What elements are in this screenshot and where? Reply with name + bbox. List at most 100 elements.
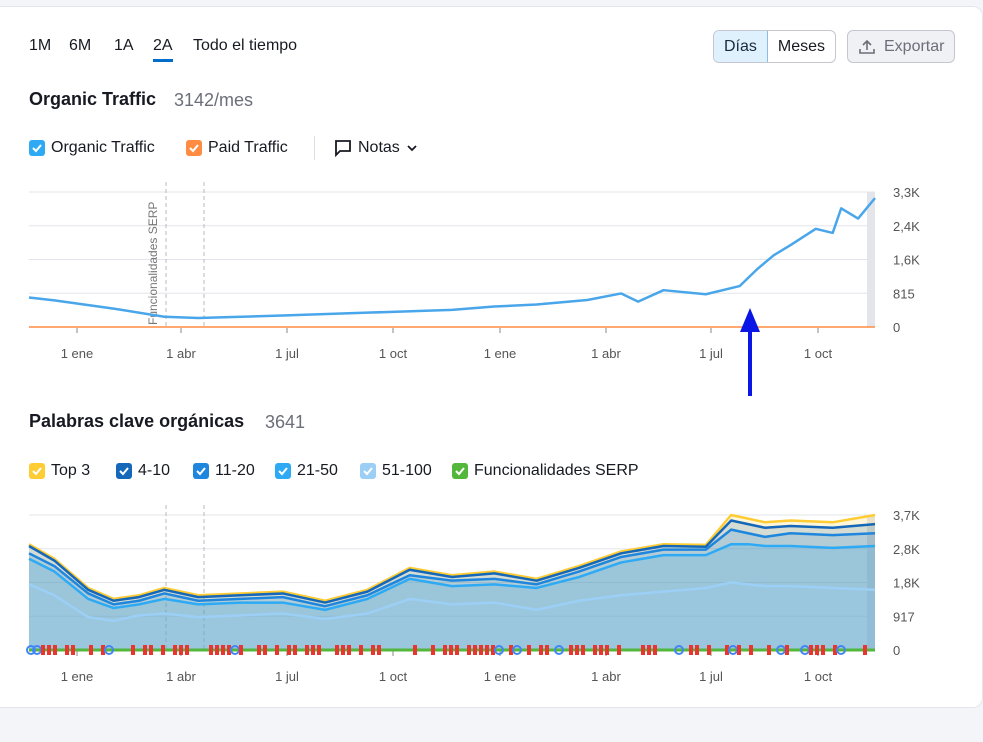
serp-feature-mark <box>641 645 645 655</box>
y-tick-label: 3,7K <box>893 508 920 523</box>
serp-feature-mark <box>809 645 813 655</box>
y-tick-label: 2,4K <box>893 219 920 234</box>
serp-feature-mark <box>821 645 825 655</box>
x-tick-label: 1 oct <box>804 669 833 684</box>
serp-feature-mark <box>479 645 483 655</box>
keywords-chart[interactable]: 3,7K 2,8K 1,8K 917 0 1 ene 1 abr 1 jul 1 oct 1 en… <box>0 500 983 695</box>
serp-feature-mark <box>599 645 603 655</box>
serp-feature-mark <box>863 645 867 655</box>
serp-feature-mark <box>287 645 291 655</box>
serp-feature-mark <box>89 645 93 655</box>
y-tick-label: 1,6K <box>893 253 920 268</box>
legend-label: 11-20 <box>215 462 255 479</box>
google-icon <box>674 645 684 655</box>
serp-feature-mark <box>101 645 105 655</box>
serp-feature-mark <box>785 645 789 655</box>
legend-label: Funcionalidades SERP <box>474 462 639 479</box>
serp-feature-mark <box>815 645 819 655</box>
serp-feature-mark <box>833 645 837 655</box>
granularity-toggle: Días Meses <box>713 30 837 63</box>
checkbox-checked-icon <box>452 463 468 479</box>
period-tab-all-time[interactable]: Todo el tiempo <box>193 37 298 54</box>
period-tab-2a[interactable]: 2A <box>153 37 173 62</box>
series-line-top-3 <box>28 513 876 602</box>
serp-feature-mark <box>581 645 585 655</box>
legend-funcionalidades-serp[interactable]: Funcionalidades SERP <box>452 462 639 480</box>
x-tick-label: 1 jul <box>275 669 299 684</box>
legend-label: 4-10 <box>138 462 171 479</box>
months-toggle[interactable]: Meses <box>777 38 826 55</box>
serp-feature-mark <box>209 645 213 655</box>
serp-feature-mark <box>131 645 135 655</box>
legend-paid-traffic[interactable]: Paid Traffic <box>186 139 288 157</box>
serp-feature-mark <box>491 645 495 655</box>
serp-feature-mark <box>143 645 147 655</box>
legend-organic-traffic[interactable]: Organic Traffic <box>29 139 155 157</box>
serp-feature-mark <box>749 645 753 655</box>
serp-feature-mark <box>539 645 543 655</box>
series-area-11-20 <box>29 529 875 650</box>
serp-feature-mark <box>227 645 231 655</box>
traffic-chart[interactable]: 3,3K 2,4K 1,6K 815 0 1 ene 1 abr 1 jul 1 oct 1 en… <box>0 175 983 370</box>
serp-feature-mark <box>317 645 321 655</box>
x-tick-label: 1 ene <box>61 669 94 684</box>
legend-21-50[interactable]: 21-50 <box>275 462 338 480</box>
traffic-value: 3142/mes <box>174 90 254 110</box>
serp-feature-mark <box>161 645 165 655</box>
legend-label: Organic Traffic <box>51 139 155 156</box>
serp-feature-mark <box>707 645 711 655</box>
keywords-value: 3641 <box>265 412 306 432</box>
period-tab-1a[interactable]: 1A <box>114 37 134 54</box>
y-tick-label: 917 <box>893 609 915 624</box>
serp-feature-mark <box>53 645 57 655</box>
comment-icon <box>335 140 351 157</box>
serp-feature-mark <box>341 645 345 655</box>
series-line-51-100 <box>28 581 876 623</box>
x-tick-label: 1 oct <box>379 346 408 361</box>
serp-feature-mark <box>293 645 297 655</box>
legend-51-100[interactable]: 51-100 <box>360 462 432 480</box>
end-shade <box>867 192 875 327</box>
serp-feature-mark <box>347 645 351 655</box>
export-label: Exportar <box>884 37 945 55</box>
serp-feature-mark <box>767 645 771 655</box>
serp-feature-mark <box>653 645 657 655</box>
checkbox-checked-icon <box>360 463 376 479</box>
serp-feature-mark <box>575 645 579 655</box>
serp-feature-mark <box>449 645 453 655</box>
x-tick-label: 1 jul <box>275 346 299 361</box>
serp-feature-mark <box>263 645 267 655</box>
checkbox-checked-icon <box>275 463 291 479</box>
x-tick-label: 1 oct <box>379 669 408 684</box>
end-shade <box>867 515 875 650</box>
legend-divider <box>314 136 315 160</box>
checkbox-checked-icon <box>116 463 132 479</box>
arrow-annotation-icon <box>740 308 760 396</box>
serp-feature-mark <box>443 645 447 655</box>
x-tick-label: 1 ene <box>61 346 94 361</box>
chevron-down-icon <box>407 145 417 152</box>
serp-feature-mark <box>473 645 477 655</box>
period-tab-6m[interactable]: 6M <box>69 37 92 54</box>
serp-feature-mark <box>485 645 489 655</box>
legend-top-3[interactable]: Top 3 <box>29 462 90 480</box>
serp-feature-mark <box>605 645 609 655</box>
serp-feature-mark <box>185 645 189 655</box>
google-icon <box>836 645 846 655</box>
checkbox-checked-icon <box>29 140 45 156</box>
serp-feature-mark <box>239 645 243 655</box>
x-tick-label: 1 abr <box>166 669 196 684</box>
notes-dropdown[interactable]: Notas <box>334 139 418 157</box>
legend-4-10[interactable]: 4-10 <box>116 462 170 480</box>
period-tab-1m[interactable]: 1M <box>29 37 52 54</box>
serp-feature-mark <box>65 645 69 655</box>
serp-feature-mark <box>455 645 459 655</box>
serp-feature-mark <box>179 645 183 655</box>
days-toggle[interactable]: Días <box>714 31 768 62</box>
legend-11-20[interactable]: 11-20 <box>193 462 255 480</box>
series-line-4-10 <box>28 519 876 604</box>
x-tick-label: 1 oct <box>804 346 833 361</box>
keywords-title: Palabras clave orgánicas <box>29 411 245 431</box>
export-button[interactable]: Exportar <box>847 30 956 63</box>
x-tick-label: 1 jul <box>699 346 723 361</box>
